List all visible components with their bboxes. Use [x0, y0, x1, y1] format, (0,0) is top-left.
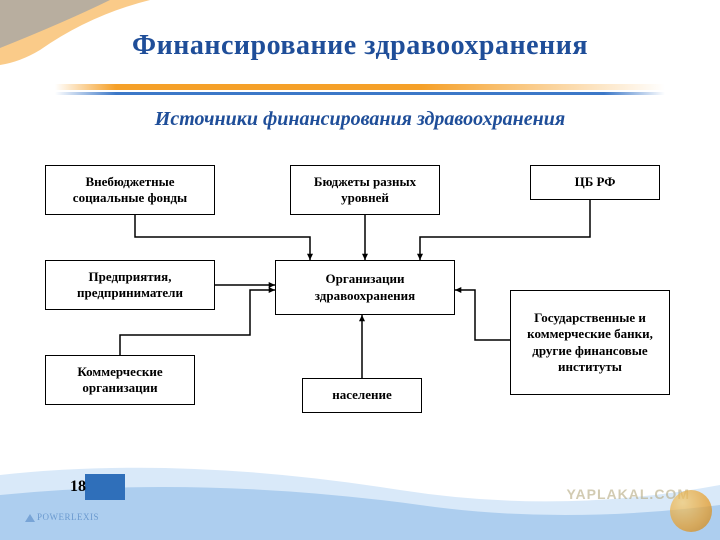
node-budgets: Бюджеты разных уровней [290, 165, 440, 215]
slide-number: 18 [70, 478, 86, 496]
node-cbrf: ЦБ РФ [530, 165, 660, 200]
slide: Финансирование здравоохранения Источники… [0, 0, 720, 540]
node-population: население [302, 378, 422, 413]
title-divider [55, 84, 665, 95]
node-commercial: Коммерческие организации [45, 355, 195, 405]
flowchart: Организации здравоохранения Внебюджетные … [40, 155, 680, 465]
node-center: Организации здравоохранения [275, 260, 455, 315]
watermark: YAPLAKAL.COM [567, 486, 691, 502]
page-title: Финансирование здравоохранения [0, 30, 720, 62]
subtitle: Источники финансирования здравоохранения [0, 108, 720, 131]
node-funds: Внебюджетные социальные фонды [45, 165, 215, 215]
node-enterprise: Предприятия, предприниматели [45, 260, 215, 310]
powerlexis-logo: POWERLEXIS [25, 512, 99, 522]
slide-number-box [85, 474, 125, 500]
decorative-orb [670, 490, 712, 532]
node-banks: Государственные и коммерческие банки, др… [510, 290, 670, 395]
